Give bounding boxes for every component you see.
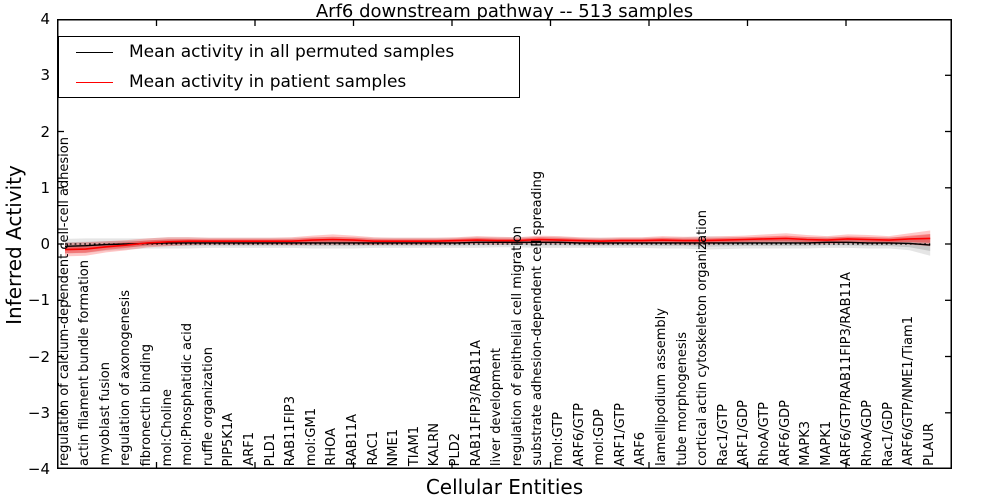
- legend-label-patient: Mean activity in patient samples: [129, 72, 407, 92]
- chart-title: Arf6 downstream pathway -- 513 samples: [315, 1, 694, 22]
- y-tick-label: −1: [27, 291, 50, 310]
- y-tick-label: 1: [40, 178, 50, 197]
- legend: Mean activity in all permuted samples Me…: [58, 36, 520, 98]
- legend-entry-patient: Mean activity in patient samples: [59, 67, 519, 97]
- permuted-line: [64, 241, 931, 247]
- permuted-band-inner: [65, 239, 931, 251]
- y-tick-label: 4: [40, 10, 50, 28]
- legend-entry-permuted: Mean activity in all permuted samples: [59, 37, 519, 67]
- plot-area: [57, 19, 952, 469]
- patient-band-inner: [65, 234, 931, 254]
- legend-label-permuted: Mean activity in all permuted samples: [129, 42, 455, 62]
- y-tick-label: −2: [27, 347, 50, 366]
- axes-frame: [57, 19, 952, 469]
- legend-line-permuted-swatch: [76, 51, 113, 53]
- y-tick-label: −3: [27, 403, 50, 422]
- y-tick-label: 0: [40, 235, 50, 253]
- y-tick-label: 3: [40, 66, 50, 85]
- legend-line-patient-swatch: [76, 81, 113, 83]
- x-axis-label: Cellular Entities: [425, 475, 584, 499]
- patient-line: [64, 237, 931, 251]
- y-tick-label: 2: [40, 122, 50, 141]
- y-tick-label: −4: [27, 460, 50, 478]
